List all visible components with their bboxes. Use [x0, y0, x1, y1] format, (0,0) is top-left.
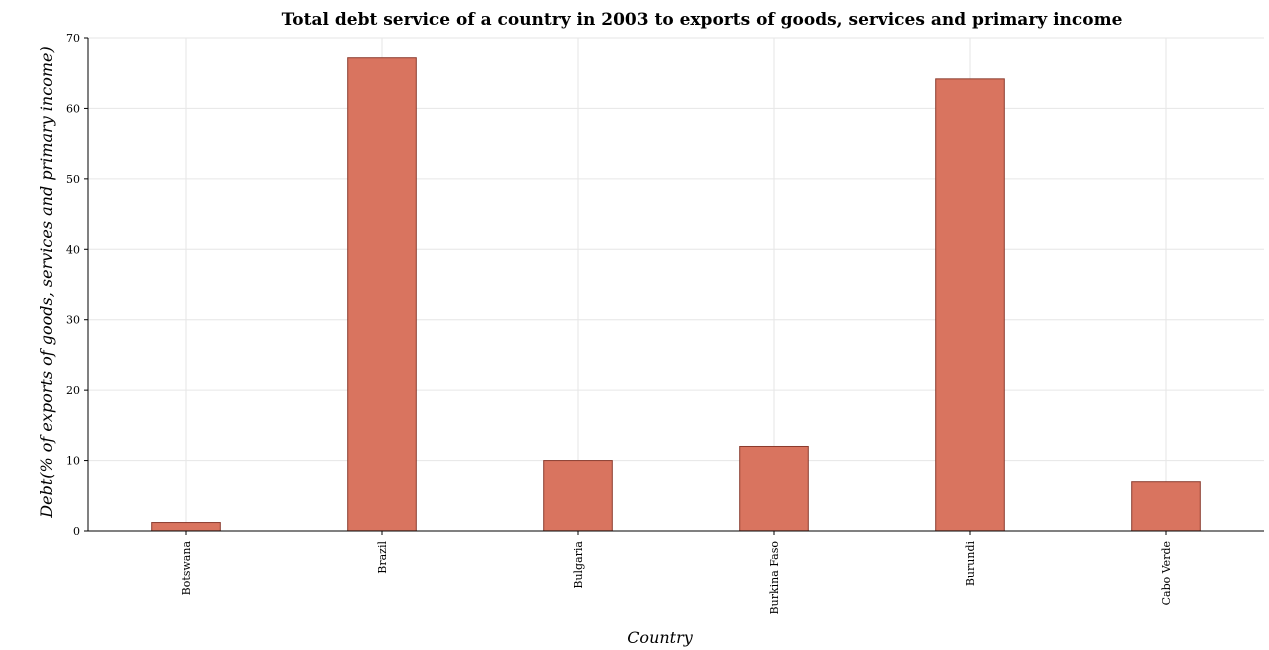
bar-bulgaria — [543, 460, 613, 532]
x-tick-label: Brazil — [376, 541, 389, 574]
bar-botswana — [151, 522, 221, 532]
bar-brazil — [347, 57, 417, 532]
x-tick-label: Burundi — [964, 541, 977, 587]
y-tick-label: 60 — [66, 102, 80, 115]
y-tick-label: 70 — [66, 32, 80, 45]
bar-burundi — [935, 78, 1005, 532]
x-tick-label: Bulgaria — [572, 541, 585, 589]
bar-burkina-faso — [739, 445, 809, 532]
bars — [151, 57, 1201, 532]
y-tick-label: 50 — [66, 173, 80, 186]
y-tick-label: 30 — [66, 314, 80, 327]
y-tick-label: 10 — [66, 455, 80, 468]
y-tick-label: 20 — [66, 384, 80, 397]
x-tick-label: Botswana — [180, 541, 193, 596]
grid — [88, 37, 1264, 532]
y-tick-label: 0 — [73, 525, 80, 538]
x-tick-label: Cabo Verde — [1160, 541, 1173, 605]
y-axis-label: Debt(% of exports of goods, services and… — [37, 46, 56, 518]
x-axis-label: Country — [627, 628, 694, 647]
axes: 0 10 20 30 40 50 60 70 Botswana Brazil Bulgaria Bur… — [66, 32, 1264, 614]
bar-cabo-verde — [1131, 481, 1201, 532]
chart-title: Total debt service of a country in 2003 … — [282, 10, 1123, 30]
x-tick-label: Burkina Faso — [768, 541, 781, 615]
y-tick-label: 40 — [66, 243, 80, 256]
